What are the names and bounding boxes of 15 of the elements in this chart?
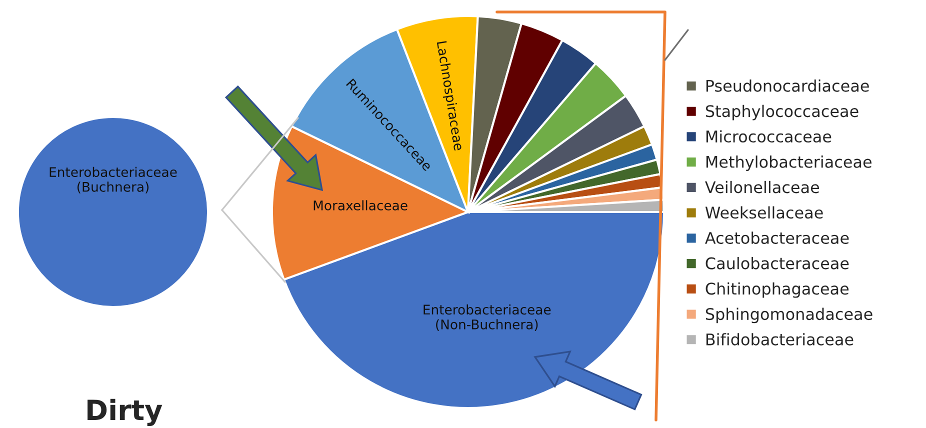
legend-label: Caulobacteraceae <box>706 256 849 270</box>
legend-label: Micrococcaceae <box>706 130 832 143</box>
legend-label: Methylobacteriaceae <box>706 156 872 172</box>
legend-label: Weeksellaceae <box>705 206 823 219</box>
legend-label: Veilonellaceae <box>705 180 820 194</box>
slice-label: Enterobacteriaceae (Buchnera) <box>50 166 177 194</box>
legend-label: Staphylococcaceae <box>706 104 858 120</box>
slice-label: Enterobacteriaceae (Non-Buchnera) <box>424 304 551 331</box>
legend-label: Chitinophagaceae <box>706 282 849 298</box>
legend-label: Acetobacteraceae <box>705 232 849 244</box>
slice-label: Moraxellaceae <box>314 200 408 210</box>
text: Dirty <box>88 398 162 426</box>
legend-label: Pseudonocardiaceae <box>706 79 869 92</box>
legend-label: Sphingomonadaceae <box>706 308 872 324</box>
legend-label: Bifidobacteriaceae <box>706 333 854 346</box>
